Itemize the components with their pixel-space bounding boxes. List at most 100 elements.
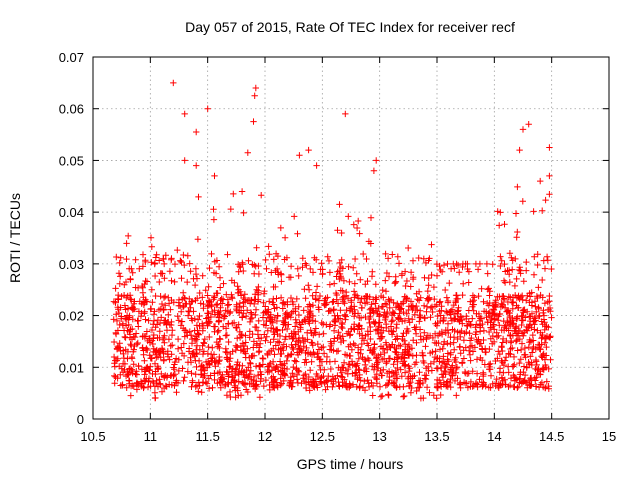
data-point [534,251,541,258]
data-point [320,343,327,351]
data-point [193,342,201,349]
data-point [520,278,527,285]
data-point [325,308,332,315]
data-point [388,331,396,338]
data-point [441,367,448,375]
data-point [221,313,229,320]
data-point [514,384,521,391]
data-point [514,228,521,236]
data-point [491,326,498,333]
x-tick-label: 11.5 [195,429,219,444]
data-point [177,322,185,329]
data-point [320,350,328,357]
data-point [516,335,523,343]
data-point [249,261,256,268]
data-point [376,335,384,342]
data-point [345,213,352,220]
data-point [483,314,490,321]
data-point [117,347,124,355]
data-point [329,298,336,306]
data-point [162,317,169,324]
data-point [195,388,202,395]
data-point [188,370,195,377]
data-point [485,328,493,336]
data-point [537,177,544,185]
data-point [277,294,285,301]
data-point [463,315,470,323]
data-point [240,299,247,306]
data-point [444,320,452,327]
data-point [540,364,547,372]
data-point [192,337,199,345]
data-point [144,337,151,345]
data-point [117,304,124,311]
data-point [152,254,159,261]
x-tick-labels: 10.5 11 11.5 12 12.5 13 13.5 14 14.5 15 [80,429,616,444]
data-point [218,295,225,302]
data-point [353,224,361,232]
data-point [451,346,458,353]
data-point [180,340,187,347]
data-point [417,333,424,340]
data-point [266,298,273,305]
data-point [370,167,378,174]
data-point [123,240,130,247]
data-point [481,361,488,368]
data-point [323,353,331,361]
data-point [168,381,175,389]
data-point [266,251,273,258]
data-point [413,352,420,359]
data-point [312,296,319,303]
data-point [524,327,531,334]
data-point [215,263,223,270]
data-point [536,341,543,349]
data-point [273,317,281,325]
data-point [123,255,130,263]
data-point [331,280,338,287]
data-point [506,278,513,286]
data-point [300,338,307,345]
data-point [537,329,544,336]
data-point [447,349,454,356]
data-point [170,79,177,87]
data-point [386,297,393,305]
data-point [288,350,295,358]
data-point [479,320,486,328]
data-point [293,295,300,303]
data-point [394,358,401,365]
data-point [214,328,221,336]
data-point [194,316,202,323]
data-point [167,342,174,350]
data-point [246,334,253,341]
data-point [498,257,505,264]
data-point [235,321,242,328]
data-point [539,294,546,301]
data-point [370,366,378,373]
data-point [441,338,448,345]
data-point [529,331,536,339]
data-point [187,354,194,361]
data-point [325,257,333,265]
data-point [194,295,201,302]
data-point [543,323,550,330]
data-point [211,376,218,384]
data-point [205,385,213,392]
data-point [449,326,456,333]
data-point [422,343,429,350]
data-point [274,338,282,345]
data-point [376,383,384,390]
data-point [425,257,432,264]
data-point [235,392,242,399]
data-point [528,310,536,317]
data-point [315,346,323,353]
data-point [211,323,219,330]
data-point [242,339,249,346]
data-point [239,362,246,369]
data-point [485,285,492,292]
data-point [366,319,373,327]
data-point [349,308,356,316]
data-point [331,322,339,329]
data-point [380,366,387,373]
data-point [541,326,548,334]
data-point [526,299,533,306]
